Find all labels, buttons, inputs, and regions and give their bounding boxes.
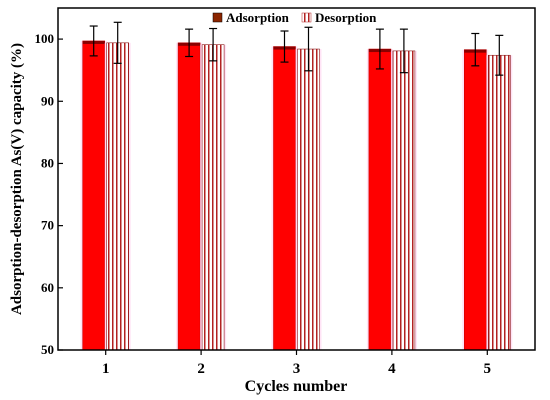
y-tick-label: 80 xyxy=(41,155,54,170)
x-axis-title: Cycles number xyxy=(245,378,348,395)
x-tick-label: 3 xyxy=(293,361,301,377)
x-axis: 1 2 3 4 5 xyxy=(102,350,491,377)
legend: Adsorption Desorption xyxy=(212,10,377,25)
error-bars-layer xyxy=(89,21,504,76)
y-tick-label: 50 xyxy=(41,342,54,357)
bar-desorption-5 xyxy=(487,54,511,351)
x-tick-label: 1 xyxy=(102,361,110,377)
legend-swatch-desorption xyxy=(301,12,312,23)
bar-adsorption-3 xyxy=(273,46,296,351)
bar-desorption-4 xyxy=(392,50,416,351)
y-tick-label: 100 xyxy=(35,31,55,46)
y-axis: 50 60 70 80 90 100 xyxy=(35,31,63,357)
x-tick-label: 2 xyxy=(197,361,205,377)
bar-desorption-1 xyxy=(106,42,129,351)
bar-desorption-3 xyxy=(297,48,320,351)
x-tick-label: 5 xyxy=(484,361,492,377)
bar-desorption-2 xyxy=(201,44,225,351)
x-tick-label: 4 xyxy=(388,361,396,377)
bar-adsorption-2 xyxy=(177,42,201,351)
bars-layer xyxy=(80,40,513,351)
bar-adsorption-4 xyxy=(368,48,392,351)
y-tick-label: 90 xyxy=(41,93,54,108)
legend-swatch-adsorption xyxy=(212,12,223,23)
y-axis-title: Adsorption-desorption As(V) capacity (%) xyxy=(9,43,25,315)
bar-adsorption-5 xyxy=(463,49,487,351)
bar-adsorption-1 xyxy=(82,40,105,351)
y-tick-label: 60 xyxy=(41,280,54,295)
legend-label-adsorption: Adsorption xyxy=(226,10,290,25)
y-tick-label: 70 xyxy=(41,218,54,233)
legend-label-desorption: Desorption xyxy=(315,10,377,25)
